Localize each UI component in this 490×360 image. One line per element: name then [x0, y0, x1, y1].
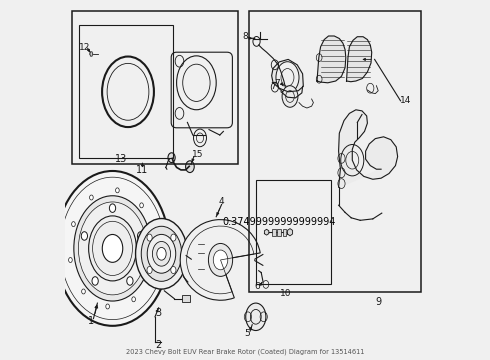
Bar [79, 25, 173, 158]
Ellipse shape [82, 289, 85, 294]
Ellipse shape [186, 161, 194, 172]
Text: 7: 7 [270, 82, 276, 91]
Ellipse shape [90, 195, 93, 200]
Text: 3: 3 [155, 308, 161, 318]
Ellipse shape [245, 303, 266, 330]
Ellipse shape [102, 234, 123, 262]
Ellipse shape [92, 277, 98, 285]
Polygon shape [271, 59, 303, 92]
Ellipse shape [153, 234, 156, 239]
Polygon shape [346, 37, 372, 82]
Text: 12: 12 [79, 43, 91, 52]
Ellipse shape [213, 250, 228, 270]
Ellipse shape [81, 232, 88, 240]
Text: 15: 15 [192, 150, 203, 159]
Bar [283, 229, 286, 236]
Ellipse shape [127, 277, 133, 285]
Ellipse shape [72, 222, 75, 226]
Bar [272, 229, 275, 236]
Bar [72, 11, 238, 164]
Text: 6: 6 [255, 282, 261, 291]
Ellipse shape [168, 153, 175, 163]
Wedge shape [180, 220, 260, 300]
Ellipse shape [282, 86, 298, 107]
Text: 2023 Chevy Bolt EUV Rear Brake Rotor (Coated) Diagram for 13514611: 2023 Chevy Bolt EUV Rear Brake Rotor (Co… [126, 349, 364, 355]
Ellipse shape [171, 266, 176, 274]
Ellipse shape [136, 219, 187, 289]
Text: 4: 4 [219, 197, 224, 206]
Polygon shape [317, 36, 346, 83]
Bar [256, 180, 331, 284]
Ellipse shape [157, 247, 166, 260]
Ellipse shape [138, 232, 144, 240]
Ellipse shape [106, 304, 109, 309]
Ellipse shape [132, 297, 135, 302]
Text: 10: 10 [280, 289, 292, 298]
Text: 2: 2 [155, 340, 161, 350]
Bar [182, 295, 190, 302]
Bar [277, 229, 281, 236]
Text: 9: 9 [376, 297, 382, 307]
Text: 5: 5 [245, 329, 250, 338]
Polygon shape [288, 229, 293, 236]
Text: 11: 11 [136, 165, 148, 175]
Bar [248, 11, 421, 292]
Ellipse shape [171, 234, 176, 241]
Ellipse shape [56, 171, 170, 326]
Ellipse shape [147, 266, 152, 274]
Ellipse shape [89, 216, 136, 281]
Ellipse shape [152, 242, 171, 266]
Ellipse shape [69, 257, 72, 262]
Text: 1: 1 [88, 316, 94, 326]
Polygon shape [339, 110, 398, 187]
Text: 7: 7 [274, 79, 280, 88]
Polygon shape [265, 229, 269, 235]
Ellipse shape [141, 226, 182, 281]
Text: 14: 14 [399, 96, 411, 105]
Ellipse shape [116, 188, 119, 193]
Ellipse shape [109, 204, 116, 212]
Ellipse shape [208, 243, 233, 276]
Text: 8: 8 [243, 32, 248, 41]
Text: 13: 13 [115, 154, 127, 164]
Polygon shape [90, 52, 93, 56]
Ellipse shape [74, 196, 151, 301]
Ellipse shape [150, 270, 153, 275]
Ellipse shape [147, 234, 152, 241]
Ellipse shape [140, 203, 144, 208]
Ellipse shape [78, 202, 147, 295]
Ellipse shape [276, 62, 299, 93]
Text: 0.37499999999999994: 0.37499999999999994 [222, 217, 336, 227]
Ellipse shape [147, 234, 176, 273]
